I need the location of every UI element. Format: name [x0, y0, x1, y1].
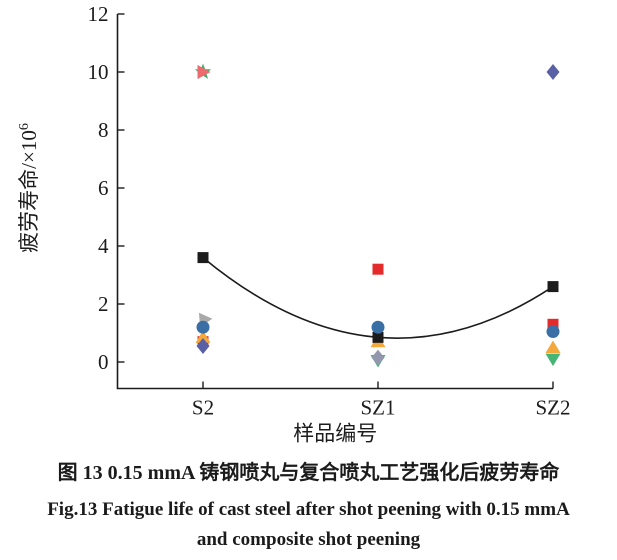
- x-tick-label: S2: [192, 396, 214, 420]
- axis-spines: [116, 14, 553, 390]
- marker-red-square-SZ1: [372, 263, 384, 275]
- y-tick-label: 4: [98, 234, 109, 258]
- x-axis-title: 样品编号: [293, 422, 377, 446]
- caption-english-line1: Fig.13 Fatigue life of cast steel after …: [47, 499, 570, 520]
- marker-blue-circle-SZ2: [546, 325, 560, 339]
- x-tick-label: SZ2: [535, 396, 570, 420]
- marker-black-square-mean-SZ2: [547, 281, 559, 293]
- marker-purple-diamond-S2: [196, 338, 210, 355]
- y-tick-label: 6: [98, 176, 109, 200]
- marker-purple-diamond-SZ2: [546, 64, 560, 80]
- caption-chinese: 图 13 0.15 mmA 铸钢喷丸与复合喷丸工艺强化后疲劳寿命: [57, 462, 560, 484]
- y-tick-label: 10: [88, 60, 109, 84]
- x-tick-label: SZ1: [360, 396, 395, 420]
- marker-blue-circle-SZ1: [371, 320, 385, 334]
- y-tick-label: 12: [88, 2, 109, 26]
- y-tick-label: 2: [98, 292, 109, 316]
- marker-gray-diamond-SZ1: [371, 349, 385, 366]
- marker-red-square-SZ2: [547, 318, 559, 330]
- caption-english-line2: and composite shot peening: [196, 528, 421, 550]
- y-tick-label: 0: [98, 350, 109, 374]
- marker-green-down-triangle-SZ2: [545, 353, 561, 367]
- marker-salmon-right-triangle-S2: [197, 65, 211, 79]
- y-axis-title: 疲劳寿命/×106: [17, 123, 41, 253]
- marker-blue-circle-S2: [196, 320, 210, 334]
- fatigue-life-chart: 0 2 4 6 8 10 12 S2 SZ1 SZ2 样品编号 疲劳寿命/×106: [17, 2, 571, 446]
- marker-black-square-mean-S2: [197, 252, 209, 264]
- marker-black-square-mean-SZ1: [372, 331, 384, 343]
- y-tick-label: 8: [98, 118, 109, 142]
- marker-orange-up-triangle-S2: [195, 330, 211, 343]
- marker-orange-up-triangle-SZ2: [545, 340, 561, 353]
